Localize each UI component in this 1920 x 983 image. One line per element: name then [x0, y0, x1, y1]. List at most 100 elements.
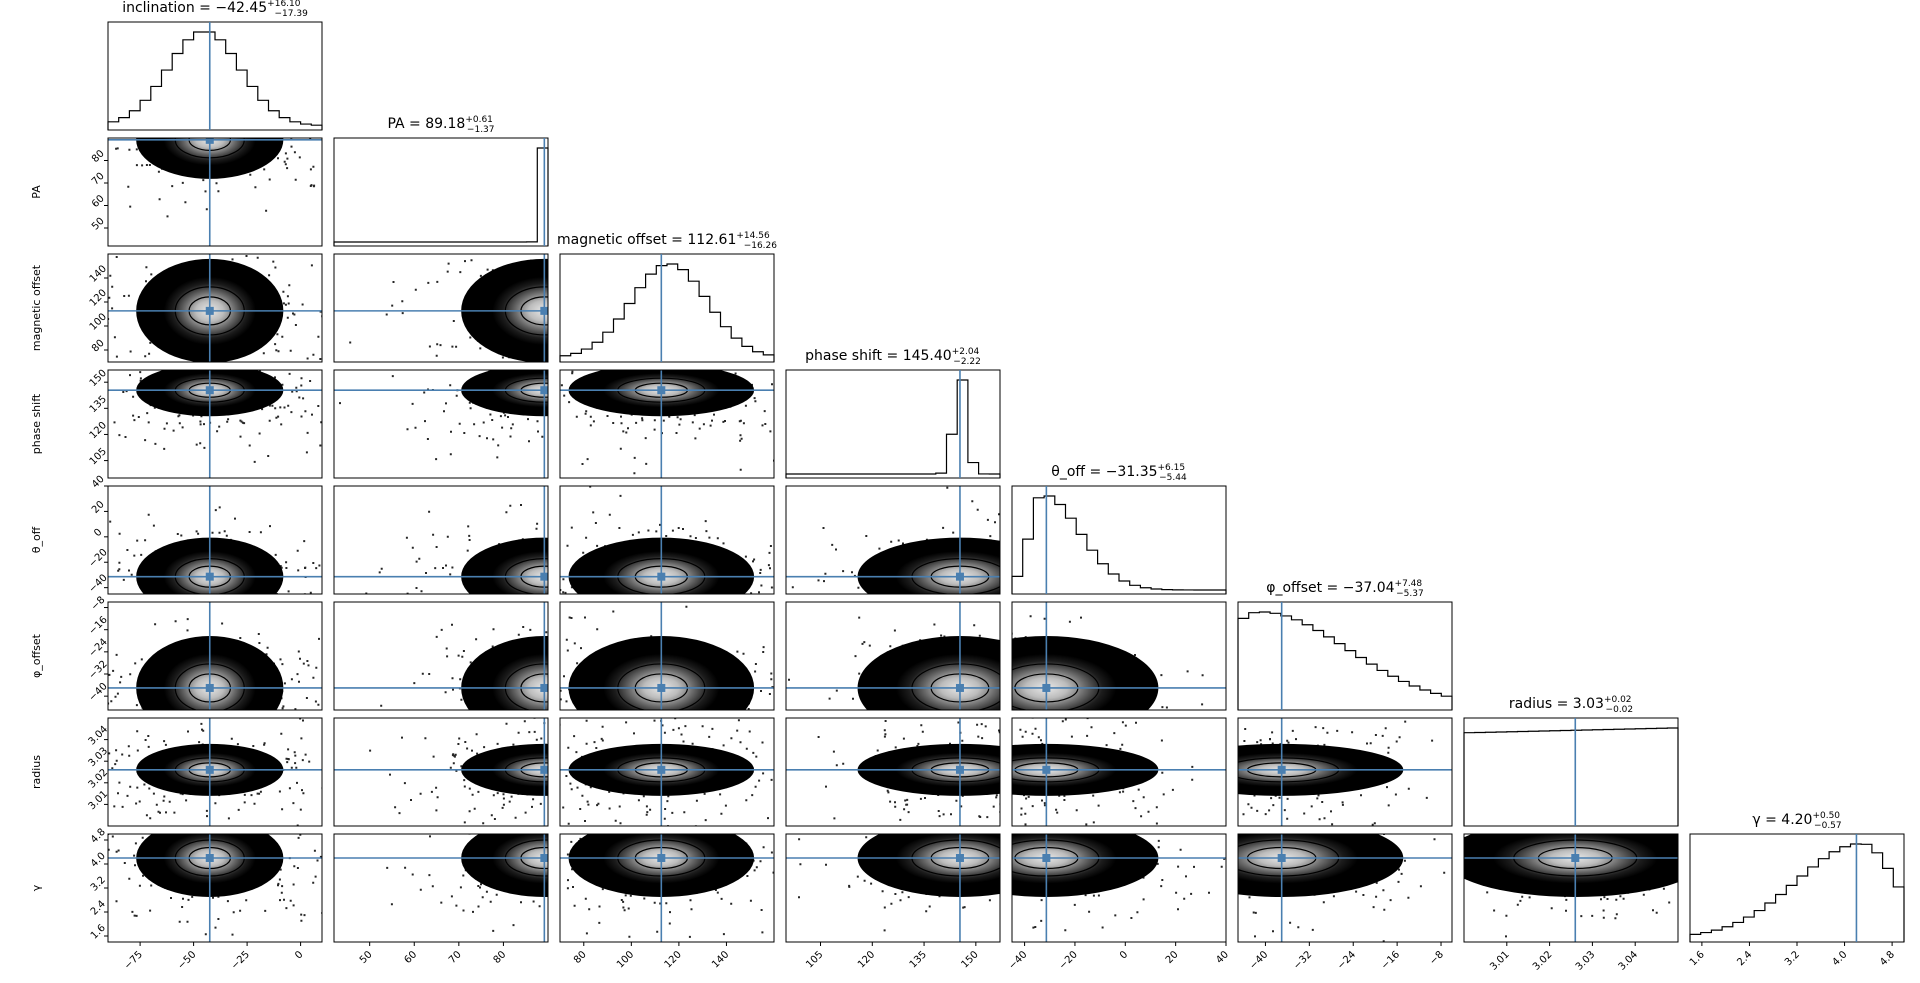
y-tick-label: 60	[90, 193, 107, 210]
panel-content	[334, 254, 548, 362]
title-plus: +14.56	[736, 231, 770, 241]
x-tick-label: −24	[1335, 949, 1358, 972]
histogram-step-line	[1011, 495, 1227, 594]
panel-content	[1238, 718, 1452, 826]
panel-1-2	[333, 253, 549, 363]
panel-1-4	[333, 485, 549, 595]
panel-frame	[785, 485, 1001, 595]
truth-marker	[1277, 765, 1286, 774]
x-tick-label: 50	[358, 949, 375, 966]
x-tick-label: −20	[1057, 949, 1080, 972]
title-plus: +7.48	[1395, 579, 1423, 589]
histogram-7: γ = 4.20+0.50 −0.57	[1689, 811, 1905, 943]
histogram-title: PA = 89.18+0.61 −1.37	[387, 115, 494, 135]
x-tick-label: 80	[492, 949, 509, 966]
title-plus: +0.61	[465, 115, 493, 125]
x-tick-label: 40	[1214, 949, 1231, 966]
x-tick-label: 3.02	[1531, 949, 1555, 973]
panel-frame	[107, 253, 323, 363]
truth-marker	[540, 683, 548, 692]
histogram-step-line	[1689, 843, 1905, 942]
x-tick-label: −40	[1007, 949, 1030, 972]
panel-content	[560, 486, 774, 594]
panel-frame	[1237, 717, 1453, 827]
truth-marker	[955, 572, 964, 581]
panel-content	[334, 834, 548, 942]
y-tick-label: 3.04	[87, 724, 111, 748]
panel-2-7	[559, 833, 775, 943]
panel-content	[1012, 602, 1226, 710]
panel-content	[108, 254, 322, 362]
panel-content	[786, 834, 1000, 942]
y-tick-label: 50	[90, 216, 107, 233]
title-plus: +2.04	[952, 347, 980, 357]
panel-content	[560, 834, 774, 942]
x-tick-label: −75	[122, 949, 145, 972]
histogram-step-line	[1237, 611, 1453, 710]
x-tick-label: 80	[572, 949, 589, 966]
truth-marker	[1042, 854, 1051, 862]
panel-content	[1012, 834, 1226, 942]
panel-0-7	[107, 833, 323, 943]
y-axis-label: γ	[30, 884, 43, 891]
x-tick-label: 120	[663, 949, 684, 970]
histogram-step-line	[785, 379, 1001, 478]
title-median: 3.03	[1573, 696, 1604, 712]
x-tick-label: 1.6	[1688, 949, 1707, 968]
y-tick-label: 1.6	[89, 923, 108, 942]
panel-content	[1464, 834, 1678, 942]
histogram-frame	[333, 137, 549, 247]
truth-marker	[540, 765, 548, 774]
histogram-title: γ = 4.20+0.50 −0.57	[1752, 811, 1841, 831]
panel-content	[108, 138, 322, 246]
title-text: magnetic offset	[557, 232, 667, 248]
panel-content	[786, 486, 1000, 594]
histogram-step-line	[559, 263, 775, 362]
y-tick-label: 0	[92, 527, 104, 539]
title-text: φ_offset	[1266, 580, 1322, 596]
title-eq: =	[405, 116, 426, 132]
x-tick-label: −8	[1428, 949, 1446, 967]
truth-marker	[540, 572, 548, 581]
y-tick-label: −20	[87, 547, 110, 570]
title-minus: −5.37	[1396, 589, 1424, 599]
x-tick-label: 140	[710, 949, 731, 970]
panel-5-6	[1237, 717, 1453, 827]
y-axis-label: magnetic offset	[30, 264, 43, 351]
x-tick-label: 135	[908, 949, 929, 970]
x-tick-label: 3.2	[1783, 949, 1802, 968]
title-minus: −1.37	[467, 125, 495, 135]
x-tick-label: 120	[856, 949, 877, 970]
title-median: 112.61	[687, 232, 736, 248]
panel-1-6	[333, 717, 549, 827]
panel-content	[1238, 834, 1452, 942]
panel-content	[334, 602, 548, 710]
title-plus: +0.02	[1604, 695, 1632, 705]
histogram-4: θ_off = −31.35+6.15 −5.44	[1011, 463, 1227, 595]
truth-marker	[205, 683, 214, 692]
y-tick-label: 2.4	[89, 899, 108, 918]
histogram-step-line	[333, 147, 549, 246]
x-tick-label: 100	[615, 949, 636, 970]
x-tick-label: −50	[176, 949, 199, 972]
x-tick-label: 4.8	[1878, 949, 1897, 968]
panel-frame	[107, 601, 323, 711]
panel-6-7	[1463, 833, 1679, 943]
panel-frame	[785, 833, 1001, 943]
sample-points	[108, 834, 322, 936]
histogram-title: radius = 3.03+0.02 −0.02	[1509, 695, 1633, 715]
histogram-5: φ_offset = −37.04+7.48 −5.37	[1237, 579, 1453, 711]
panel-frame	[559, 833, 775, 943]
y-axis-label: radius	[30, 755, 43, 789]
panel-1-3	[333, 369, 549, 479]
panel-frame	[1011, 601, 1227, 711]
title-minus: −2.22	[953, 357, 981, 367]
title-median: 145.40	[903, 348, 952, 364]
panel-0-6	[107, 717, 323, 827]
title-eq: =	[667, 232, 688, 248]
truth-marker	[1571, 854, 1580, 862]
title-median: −42.45	[215, 0, 267, 16]
panel-content	[108, 718, 322, 826]
histogram-frame	[559, 253, 775, 363]
